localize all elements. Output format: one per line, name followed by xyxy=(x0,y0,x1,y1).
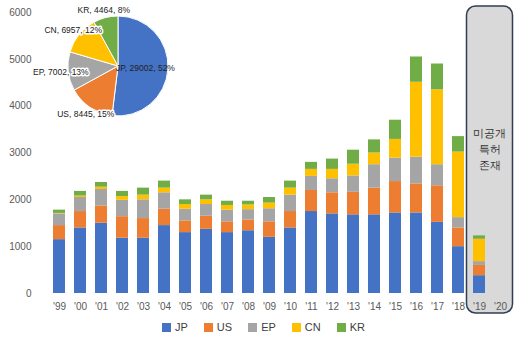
svg-text:'03: '03 xyxy=(137,301,150,312)
svg-text:'09: '09 xyxy=(263,301,276,312)
svg-text:US, 8445, 15%: US, 8445, 15% xyxy=(57,109,115,119)
html-text:US: US xyxy=(216,321,233,333)
svg-text:CN, 6957, 12%: CN, 6957, 12% xyxy=(44,25,102,35)
svg-text:4000: 4000 xyxy=(9,100,32,111)
svg-text:5000: 5000 xyxy=(9,54,32,65)
svg-text:3000: 3000 xyxy=(9,147,32,158)
svg-text:'19: '19 xyxy=(473,301,486,312)
html-text:CN: CN xyxy=(304,321,321,333)
svg-text:'07: '07 xyxy=(221,301,234,312)
svg-text:'02: '02 xyxy=(116,301,129,312)
svg-text:'15: '15 xyxy=(389,301,402,312)
html-text:EP: EP xyxy=(261,321,276,333)
svg-text:'08: '08 xyxy=(242,301,255,312)
svg-text:'00: '00 xyxy=(74,301,87,312)
svg-text:KR, 4464, 8%: KR, 4464, 8% xyxy=(77,5,130,15)
svg-text:2000: 2000 xyxy=(9,194,32,205)
svg-text:미공개특허존재: 미공개특허존재 xyxy=(473,127,506,171)
svg-text:'01: '01 xyxy=(95,301,108,312)
svg-text:'12: '12 xyxy=(326,301,339,312)
svg-text:'20: '20 xyxy=(494,301,507,312)
svg-text:'11: '11 xyxy=(305,301,318,312)
svg-text:'14: '14 xyxy=(368,301,381,312)
svg-text:'17: '17 xyxy=(431,301,444,312)
svg-text:'06: '06 xyxy=(200,301,213,312)
html-text:KR: KR xyxy=(349,321,365,333)
svg-text:'18: '18 xyxy=(452,301,465,312)
svg-text:'16: '16 xyxy=(410,301,423,312)
svg-text:'13: '13 xyxy=(347,301,360,312)
svg-text:JP, 29002, 52%: JP, 29002, 52% xyxy=(116,63,175,73)
html-text:JP: JP xyxy=(175,321,188,333)
svg-text:0: 0 xyxy=(26,288,32,299)
svg-text:'99: '99 xyxy=(53,301,66,312)
svg-text:'04: '04 xyxy=(158,301,171,312)
svg-text:EP, 7002, 13%: EP, 7002, 13% xyxy=(33,67,89,77)
svg-text:1000: 1000 xyxy=(9,241,32,252)
svg-text:6000: 6000 xyxy=(9,7,32,18)
svg-text:'10: '10 xyxy=(284,301,297,312)
svg-text:'05: '05 xyxy=(179,301,192,312)
